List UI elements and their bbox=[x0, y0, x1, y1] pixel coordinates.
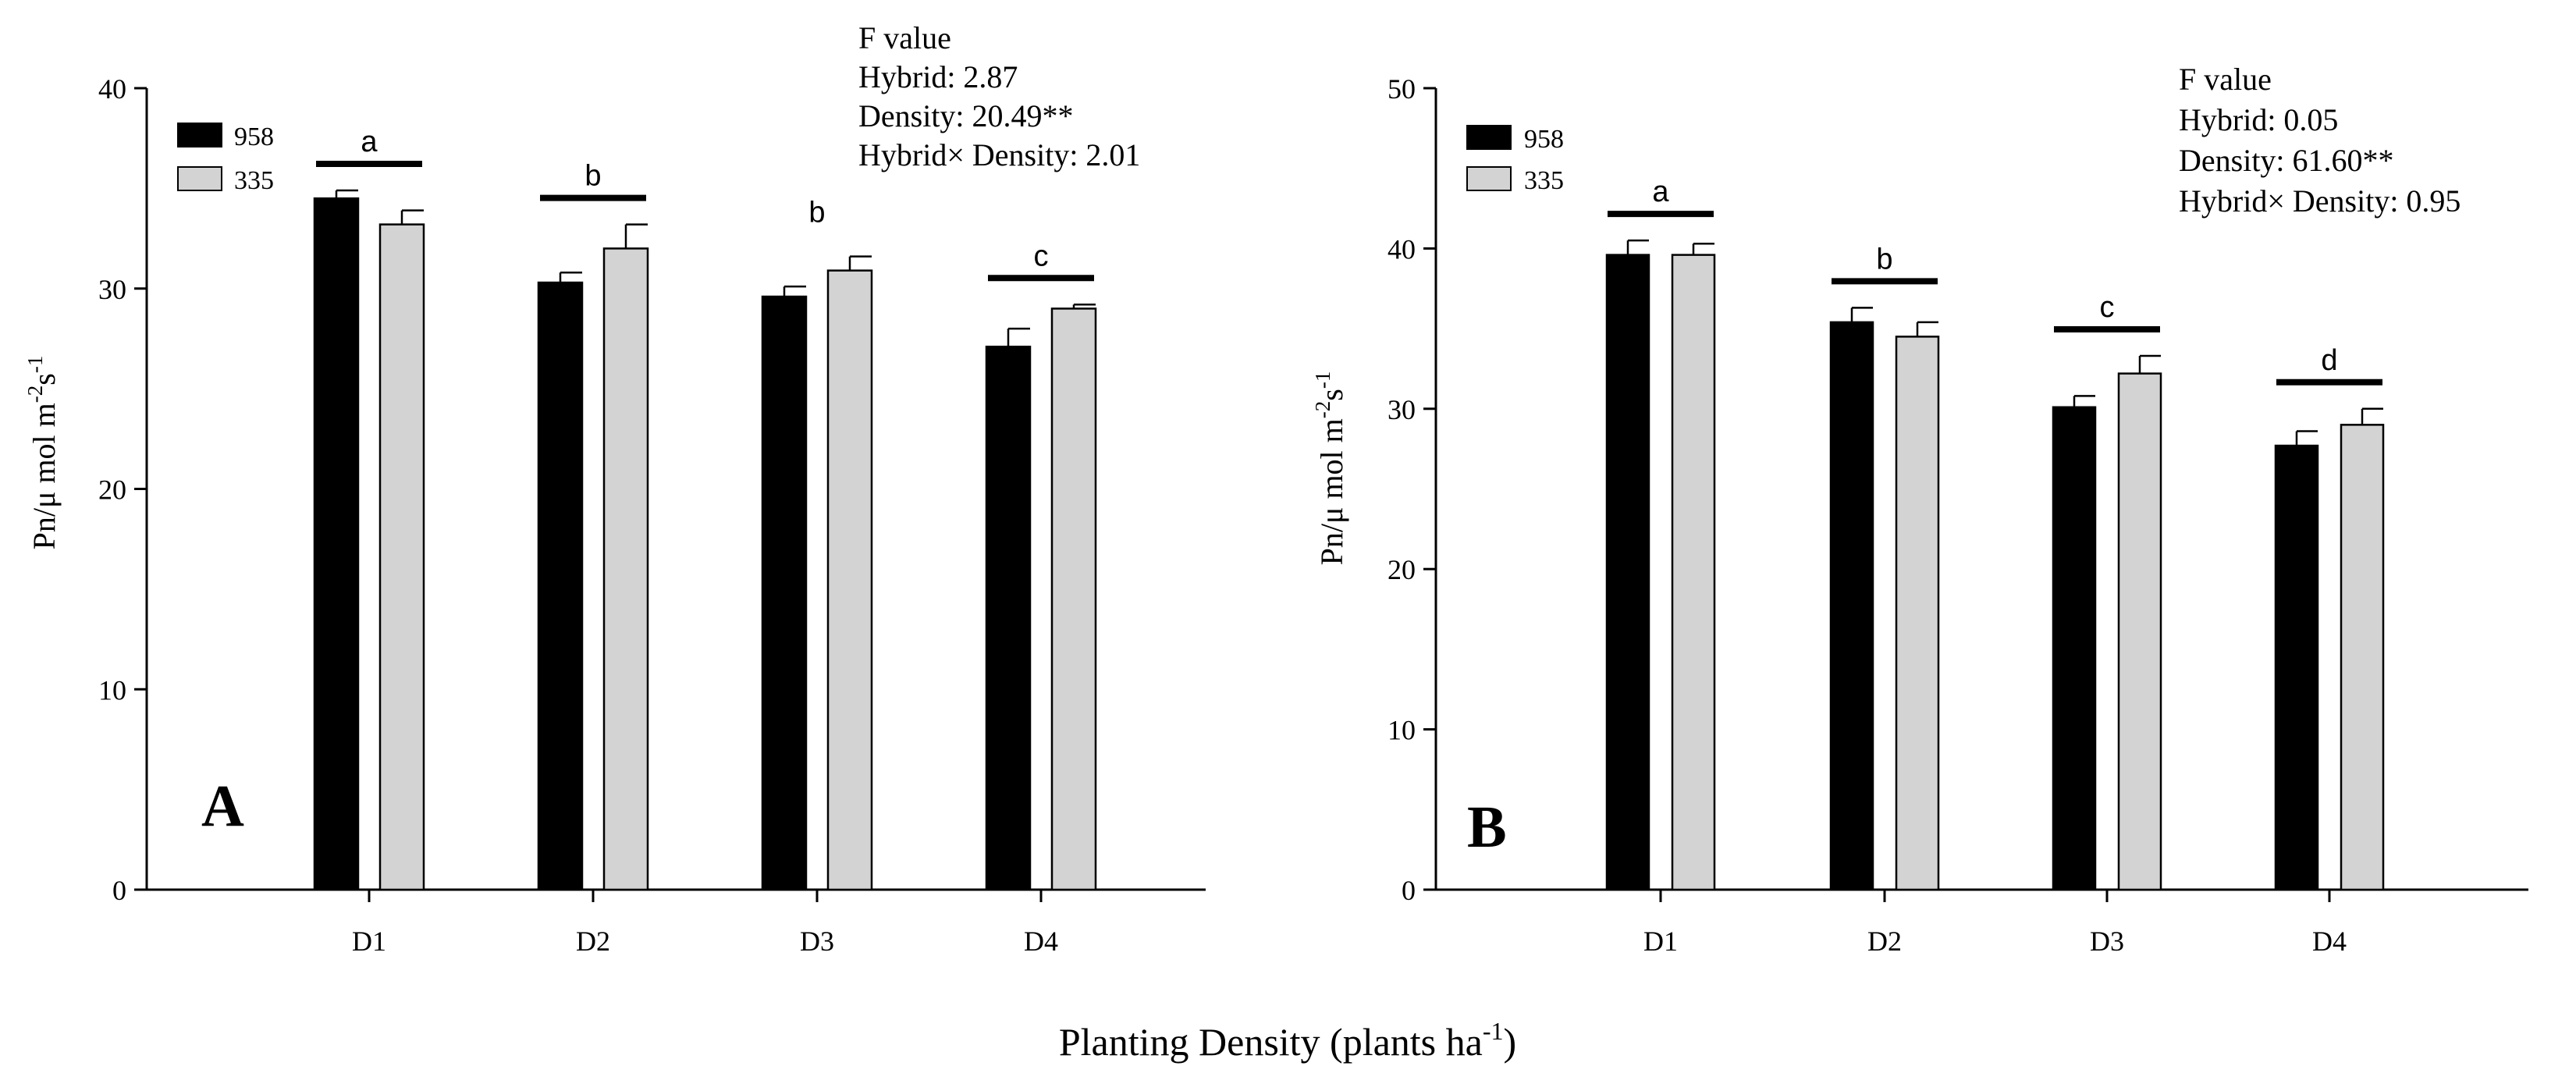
panel-b-bar-958 bbox=[1829, 321, 1874, 891]
panel-b-legend-swatch-335 bbox=[1466, 166, 1512, 191]
panel-b-bar-335 bbox=[2117, 372, 2162, 891]
panel-b-x-tick-label: D1 bbox=[1643, 926, 1678, 957]
panel-a-legend-label-958: 958 bbox=[234, 123, 274, 151]
panel-a: Pn/μ mol m-2s-1 A F value Hybrid: 2.87 D… bbox=[23, 20, 1206, 957]
panel-b-legend-swatch-958 bbox=[1466, 125, 1512, 150]
panel-b-bar-335 bbox=[1895, 336, 1940, 891]
figure-x-axis-label: Planting Density (plants ha-1) bbox=[1059, 1017, 1516, 1064]
panel-a-y-tick-label: 30 bbox=[98, 274, 126, 305]
panel-a-bar-958 bbox=[537, 281, 584, 891]
panel-a-significance-letter: b bbox=[584, 160, 601, 193]
panel-a-annotation: F value Hybrid: 2.87 Density: 20.49** Hy… bbox=[858, 20, 1140, 172]
panel-b-x-tick-label: D3 bbox=[2090, 926, 2124, 957]
panel-b-y-tick-label: 50 bbox=[1387, 73, 1416, 105]
panel-a-significance-letter: b bbox=[808, 197, 825, 229]
panel-a-significance-letter: c bbox=[1034, 240, 1049, 272]
panel-b-legend-label-335: 335 bbox=[1524, 166, 1564, 195]
panel-b-bar-958 bbox=[1605, 254, 1650, 891]
panel-a-annotation-line: Density: 20.49** bbox=[858, 98, 1074, 133]
panel-b-y-tick-label: 40 bbox=[1387, 233, 1416, 265]
panel-b-annotation-line: Hybrid× Density: 0.95 bbox=[2179, 183, 2461, 219]
panel-b-bar-335 bbox=[1671, 254, 1716, 891]
panel-a-annotation-line: Hybrid: 2.87 bbox=[858, 59, 1018, 94]
panel-b-x-tick-label: D2 bbox=[1867, 926, 1902, 957]
panel-b-y-tick-label: 0 bbox=[1402, 875, 1416, 906]
panel-b-bar-958 bbox=[2052, 406, 2097, 891]
panel-b-legend: 958 335 bbox=[1466, 125, 1564, 195]
panel-a-legend-label-335: 335 bbox=[234, 166, 274, 195]
panel-b-annotation-line: Density: 61.60** bbox=[2179, 143, 2394, 178]
panel-b-letter: B bbox=[1467, 794, 1507, 860]
panel-b-y-tick-label: 10 bbox=[1387, 715, 1416, 746]
panel-a-letter: A bbox=[201, 773, 244, 839]
panel-b-y-axis-label: Pn/μ mol m-2s-1 bbox=[1311, 371, 1349, 566]
panel-b-significance-letter: a bbox=[1652, 176, 1669, 208]
panel-b-significance-letter: b bbox=[1876, 243, 1892, 275]
panel-a-annotation-line: Hybrid× Density: 2.01 bbox=[858, 137, 1140, 172]
panel-a-y-tick-label: 40 bbox=[98, 73, 126, 105]
panel-b-y-tick-label: 30 bbox=[1387, 394, 1416, 425]
panel-a-significance-letter: a bbox=[361, 126, 378, 158]
panel-b-annotation: F value Hybrid: 0.05 Density: 61.60** Hy… bbox=[2179, 62, 2461, 219]
panel-a-y-axis-label: Pn/μ mol m-2s-1 bbox=[23, 356, 62, 550]
panel-a-annotation-title: F value bbox=[858, 20, 951, 55]
panel-a-bar-335 bbox=[378, 223, 425, 891]
panel-a-y-tick-label: 20 bbox=[98, 474, 126, 506]
panel-b-legend-label-958: 958 bbox=[1524, 125, 1564, 154]
panel-a-bar-335 bbox=[602, 247, 649, 891]
panel-a-bar-958 bbox=[985, 345, 1032, 891]
panel-b-bar-958 bbox=[2274, 444, 2319, 891]
panel-b-annotation-line: Hybrid: 0.05 bbox=[2179, 102, 2338, 137]
panel-b-x-tick-label: D4 bbox=[2312, 926, 2347, 957]
panel-b-y-tick-label: 20 bbox=[1387, 554, 1416, 585]
panel-b-annotation-title: F value bbox=[2179, 62, 2272, 97]
panel-a-x-tick-label: D2 bbox=[576, 926, 610, 957]
panel-b-bar-335 bbox=[2340, 424, 2385, 891]
panel-a-legend: 958 335 bbox=[177, 123, 274, 195]
panel-a-x-tick-label: D1 bbox=[352, 926, 386, 957]
panel-b-significance-letter: d bbox=[2321, 344, 2337, 377]
panel-a-x-tick-label: D4 bbox=[1024, 926, 1058, 957]
panel-b: Pn/μ mol m-2s-1 B F value Hybrid: 0.05 D… bbox=[1311, 62, 2528, 957]
panel-a-bar-958 bbox=[313, 197, 360, 891]
panel-a-bar-335 bbox=[1050, 307, 1097, 891]
panel-a-y-tick-label: 10 bbox=[98, 674, 126, 705]
panel-a-bar-958 bbox=[761, 295, 808, 891]
panel-a-legend-swatch-958 bbox=[177, 123, 222, 147]
panel-a-legend-swatch-335 bbox=[177, 166, 222, 191]
panel-a-x-tick-label: D3 bbox=[800, 926, 834, 957]
panel-b-significance-letter: c bbox=[2100, 291, 2115, 324]
panel-a-y-tick-label: 0 bbox=[112, 875, 126, 906]
panel-a-bar-335 bbox=[826, 269, 873, 891]
